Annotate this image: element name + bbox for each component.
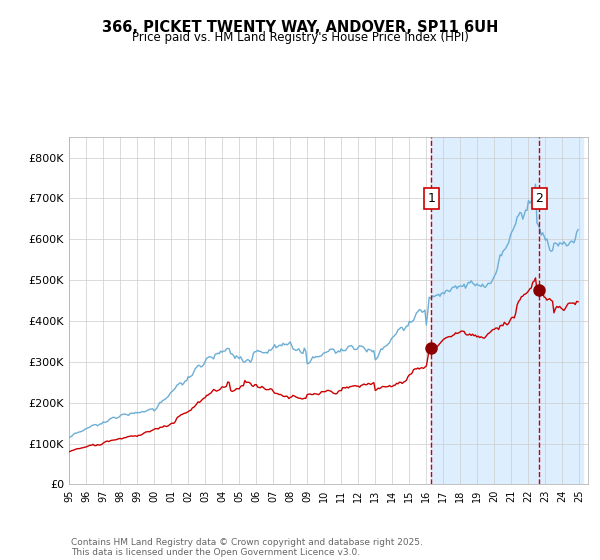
Text: Contains HM Land Registry data © Crown copyright and database right 2025.
This d: Contains HM Land Registry data © Crown c… [71, 538, 422, 557]
Text: Price paid vs. HM Land Registry's House Price Index (HPI): Price paid vs. HM Land Registry's House … [131, 31, 469, 44]
Text: 2: 2 [536, 192, 544, 205]
Text: 1: 1 [428, 192, 436, 205]
Text: 366, PICKET TWENTY WAY, ANDOVER, SP11 6UH: 366, PICKET TWENTY WAY, ANDOVER, SP11 6U… [102, 20, 498, 35]
Bar [431, 137, 583, 484]
